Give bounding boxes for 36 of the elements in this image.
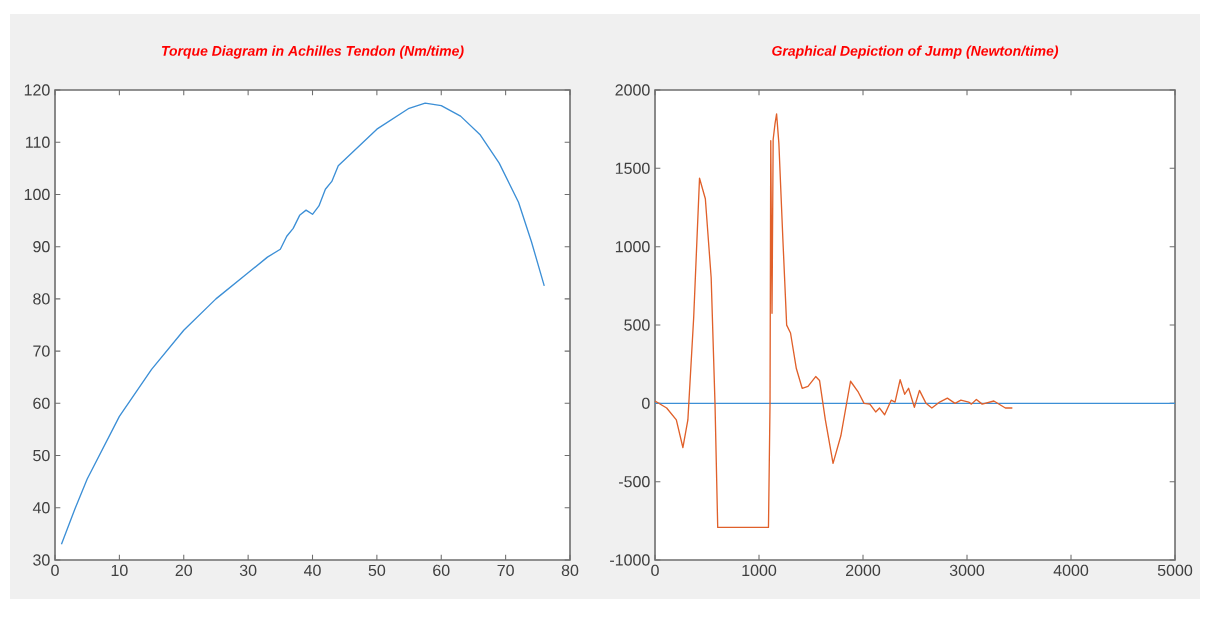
y-tick-label: 90 — [33, 241, 50, 253]
x-tick-label: 4000 — [1053, 564, 1089, 577]
line-series — [60, 102, 545, 546]
y-tick-label: -1000 — [610, 554, 650, 566]
y-tick-label: 2000 — [615, 84, 650, 96]
x-tick-label: 60 — [433, 564, 450, 577]
y-tick-label: 110 — [26, 136, 50, 148]
y-tick-label: 1500 — [615, 162, 650, 174]
x-tick-label: 20 — [175, 564, 193, 577]
line-series — [655, 113, 1014, 529]
x-tick-label: 50 — [368, 564, 386, 577]
chart-title: Graphical Depiction of Jump (Newton/time) — [772, 45, 1059, 59]
x-tick-label: 0 — [51, 564, 59, 577]
x-tick-label: 2000 — [846, 564, 881, 577]
x-tick-label: 0 — [651, 564, 659, 577]
x-tick-label: 30 — [239, 564, 257, 577]
chart-title: Torque Diagram in Achilles Tendon (Nm/time) — [161, 45, 464, 59]
y-tick-label: 120 — [24, 84, 50, 96]
x-tick-label: 5000 — [1157, 564, 1193, 577]
x-tick-label: 3000 — [949, 564, 985, 577]
y-tick-label: 500 — [624, 319, 650, 331]
x-tick-label: 1000 — [742, 564, 777, 577]
y-tick-label: 30 — [33, 554, 50, 566]
y-tick-label: 40 — [32, 502, 50, 514]
y-tick-label: 70 — [33, 345, 50, 357]
y-tick-label: 0 — [642, 397, 650, 409]
y-tick-label: 1000 — [615, 241, 650, 253]
x-tick-label: 80 — [561, 564, 579, 577]
y-tick-label: 60 — [33, 397, 50, 409]
y-tick-label: -500 — [618, 476, 650, 488]
y-tick-label: 80 — [33, 293, 50, 305]
y-tick-label: 50 — [33, 449, 50, 462]
x-tick-label: 10 — [111, 564, 128, 577]
x-tick-label: 40 — [303, 564, 321, 577]
x-tick-label: 70 — [497, 564, 514, 577]
y-tick-label: 100 — [24, 188, 50, 201]
